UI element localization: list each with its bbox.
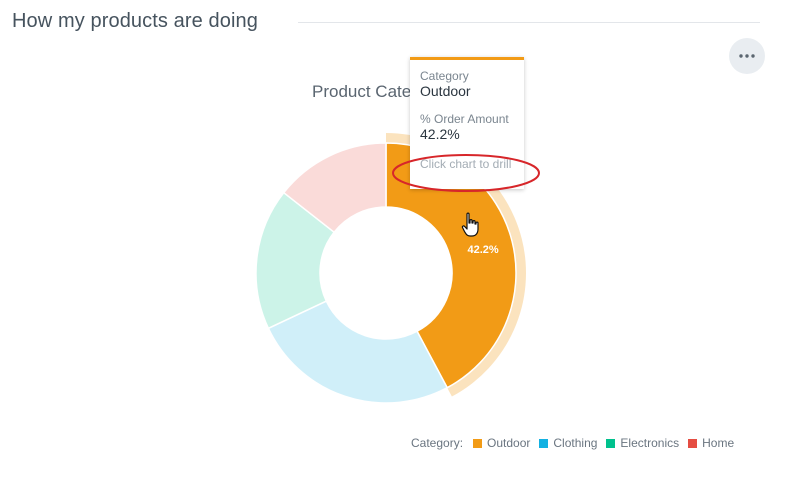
tooltip-category-value: Outdoor (420, 83, 471, 99)
title-divider (298, 22, 760, 23)
legend-swatch (539, 438, 549, 448)
more-options-button[interactable] (729, 38, 765, 74)
legend-item-electronics[interactable]: Electronics (606, 436, 679, 450)
more-horizontal-icon (739, 54, 755, 58)
legend-label: Electronics (620, 436, 680, 450)
hand-cursor-icon (461, 212, 479, 237)
legend-title: Category: (411, 436, 464, 450)
chart-title: Product Cate (312, 82, 412, 101)
tooltip-metric-value: 42.2% (420, 126, 460, 142)
legend-label: Home (702, 436, 735, 450)
legend-swatch (688, 438, 698, 448)
legend-swatch (606, 438, 616, 448)
legend-item-home[interactable]: Home (688, 436, 734, 450)
tooltip-metric-label: % Order Amount (420, 112, 509, 126)
data-label-outdoor: 42.2% (467, 244, 498, 256)
legend-item-clothing[interactable]: Clothing (539, 436, 597, 450)
tooltip-drill-hint: Click chart to drill (420, 157, 512, 171)
slice-electronics[interactable] (255, 191, 336, 330)
legend-swatch (473, 438, 483, 448)
chart-tooltip: Category Outdoor % Order Amount 42.2% Cl… (410, 57, 524, 189)
slice-home[interactable] (282, 142, 387, 234)
header: How my products are doing (0, 0, 788, 44)
highlight-ellipse (392, 154, 540, 192)
legend-label: Outdoor (487, 436, 531, 450)
slice-clothing[interactable] (267, 300, 449, 404)
tooltip-category-label: Category (420, 69, 469, 83)
legend-label: Clothing (553, 436, 598, 450)
page-title: How my products are doing (12, 10, 258, 32)
legend-item-outdoor[interactable]: Outdoor (473, 436, 530, 450)
chart-legend: Category: Outdoor Clothing Electronics H… (411, 436, 743, 450)
